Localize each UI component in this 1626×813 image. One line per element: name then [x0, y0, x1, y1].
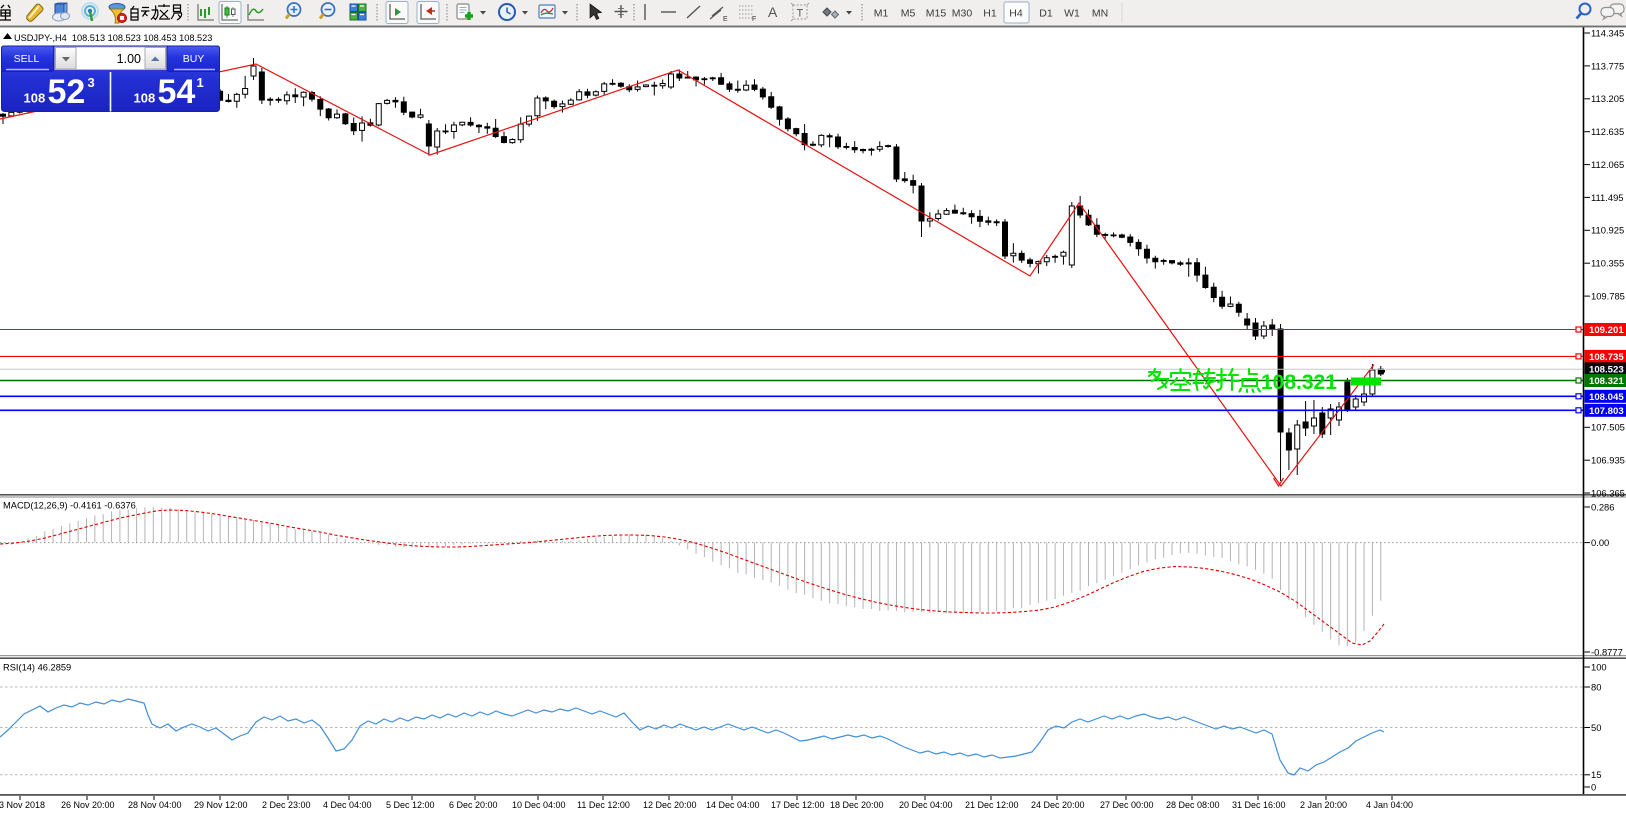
- svg-text:M1: M1: [874, 8, 889, 20]
- svg-text:14 Dec 04:00: 14 Dec 04:00: [706, 800, 760, 810]
- svg-text:107.803: 107.803: [1589, 406, 1624, 417]
- svg-text:11 Dec 12:00: 11 Dec 12:00: [577, 800, 630, 810]
- svg-text:52: 52: [48, 73, 86, 111]
- svg-text:100: 100: [1591, 661, 1607, 672]
- svg-text:26 Nov 20:00: 26 Nov 20:00: [61, 800, 115, 810]
- svg-text:M15: M15: [926, 8, 947, 20]
- svg-text:108: 108: [134, 91, 156, 106]
- svg-text:3: 3: [88, 75, 95, 90]
- svg-text:114.345: 114.345: [1591, 27, 1624, 38]
- svg-text:21 Dec 12:00: 21 Dec 12:00: [965, 800, 1019, 810]
- svg-text:110.355: 110.355: [1591, 258, 1624, 269]
- svg-text:108.045: 108.045: [1589, 392, 1624, 403]
- svg-text:1.00: 1.00: [117, 52, 141, 66]
- svg-text:31 Dec 16:00: 31 Dec 16:00: [1232, 800, 1286, 810]
- svg-text:M30: M30: [952, 8, 973, 20]
- svg-text:5 Dec 12:00: 5 Dec 12:00: [386, 800, 435, 810]
- svg-text:2 Dec 23:00: 2 Dec 23:00: [262, 800, 311, 810]
- svg-text:80: 80: [1591, 681, 1601, 692]
- svg-text:MACD(12,26,9) -0.4161 -0.6376: MACD(12,26,9) -0.4161 -0.6376: [3, 501, 136, 511]
- svg-text:27 Dec 00:00: 27 Dec 00:00: [1100, 800, 1154, 810]
- svg-text:109.785: 109.785: [1591, 291, 1625, 302]
- svg-text:18 Dec 20:00: 18 Dec 20:00: [830, 800, 884, 810]
- svg-text:108.735: 108.735: [1589, 352, 1624, 363]
- svg-text:A: A: [768, 4, 778, 20]
- svg-text:109.201: 109.201: [1589, 325, 1624, 336]
- svg-text:4 Dec 04:00: 4 Dec 04:00: [323, 800, 372, 810]
- svg-text:110.925: 110.925: [1591, 225, 1624, 236]
- svg-text:BUY: BUY: [183, 53, 205, 65]
- svg-text:106.935: 106.935: [1591, 455, 1625, 466]
- svg-text:6 Dec 20:00: 6 Dec 20:00: [449, 800, 498, 810]
- svg-text:RSI(14) 46.2859: RSI(14) 46.2859: [3, 663, 71, 673]
- svg-text:M5: M5: [901, 8, 916, 20]
- svg-text:28 Dec 08:00: 28 Dec 08:00: [1166, 800, 1220, 810]
- svg-text:0.286: 0.286: [1591, 501, 1614, 512]
- svg-text:28 Nov 04:00: 28 Nov 04:00: [128, 800, 182, 810]
- svg-text:111.495: 111.495: [1591, 192, 1624, 203]
- svg-text:50: 50: [1591, 722, 1601, 733]
- svg-text:112.635: 112.635: [1591, 126, 1624, 137]
- svg-text:MN: MN: [1092, 8, 1108, 20]
- svg-text:108.321: 108.321: [1261, 371, 1337, 394]
- svg-text:108.523: 108.523: [1589, 364, 1624, 375]
- svg-text:106.365: 106.365: [1591, 487, 1625, 498]
- svg-text:112.065: 112.065: [1591, 159, 1624, 170]
- svg-text:H1: H1: [983, 8, 997, 20]
- svg-text:2 Jan 20:00: 2 Jan 20:00: [1300, 800, 1347, 810]
- svg-text:24 Dec 20:00: 24 Dec 20:00: [1031, 800, 1085, 810]
- svg-text:15: 15: [1591, 769, 1601, 780]
- svg-text:F: F: [752, 16, 756, 23]
- svg-text:10 Dec 04:00: 10 Dec 04:00: [512, 800, 566, 810]
- svg-text:113.205: 113.205: [1591, 93, 1624, 104]
- svg-text:108.321: 108.321: [1589, 376, 1624, 387]
- svg-text:108: 108: [24, 91, 46, 106]
- svg-text:T: T: [797, 8, 804, 20]
- svg-text:H4: H4: [1009, 8, 1023, 20]
- svg-text:SELL: SELL: [14, 53, 40, 65]
- svg-text:54: 54: [158, 73, 196, 111]
- svg-text:W1: W1: [1064, 8, 1080, 20]
- svg-text:0.00: 0.00: [1591, 537, 1609, 548]
- svg-text:113.775: 113.775: [1591, 60, 1624, 71]
- svg-text:E: E: [723, 16, 728, 23]
- svg-text:4 Jan 04:00: 4 Jan 04:00: [1366, 800, 1413, 810]
- svg-text:17 Dec 12:00: 17 Dec 12:00: [771, 800, 825, 810]
- svg-text:-0.8777: -0.8777: [1591, 646, 1623, 657]
- svg-text:1: 1: [197, 75, 204, 90]
- svg-text:29 Nov 12:00: 29 Nov 12:00: [194, 800, 248, 810]
- svg-text:D1: D1: [1039, 8, 1053, 20]
- svg-text:107.505: 107.505: [1591, 422, 1625, 433]
- svg-text:20 Dec 04:00: 20 Dec 04:00: [899, 800, 953, 810]
- svg-text:23 Nov 2018: 23 Nov 2018: [0, 800, 45, 810]
- svg-text:0: 0: [1591, 781, 1596, 792]
- svg-text:12 Dec 20:00: 12 Dec 20:00: [643, 800, 697, 810]
- svg-text:USDJPY-,H4 108.513 108.523 10: USDJPY-,H4 108.513 108.523 108.453 108.5…: [14, 33, 212, 43]
